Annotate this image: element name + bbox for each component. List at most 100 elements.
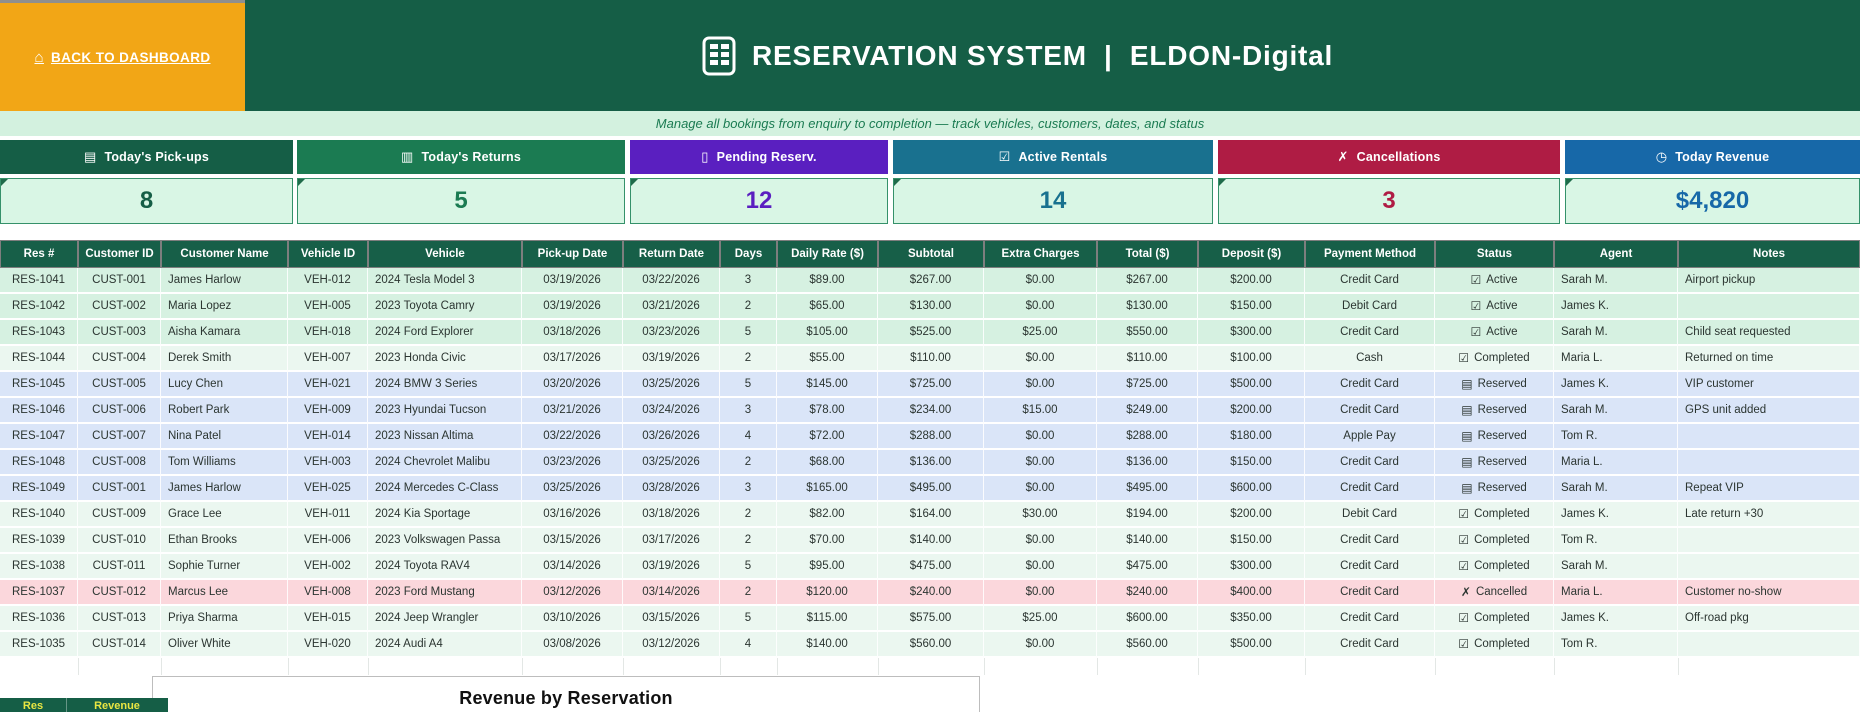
status-cell[interactable]: ☑ Active <box>1435 294 1554 320</box>
table-cell[interactable]: Credit Card <box>1305 268 1435 294</box>
table-cell[interactable]: Credit Card <box>1305 554 1435 580</box>
table-cell[interactable]: 2024 Ford Explorer <box>368 320 522 346</box>
table-cell[interactable]: 2 <box>720 528 777 554</box>
table-cell[interactable]: 2024 Jeep Wrangler <box>368 606 522 632</box>
table-cell[interactable]: CUST-008 <box>78 450 161 476</box>
table-cell[interactable]: VEH-007 <box>288 346 368 372</box>
status-cell[interactable]: ▤ Reserved <box>1435 372 1554 398</box>
table-cell[interactable]: RES-1041 <box>0 268 78 294</box>
column-header-pick-up-date[interactable]: Pick-up Date <box>522 240 623 268</box>
table-cell[interactable]: Priya Sharma <box>161 606 288 632</box>
table-cell[interactable]: Sarah M. <box>1554 268 1678 294</box>
table-cell[interactable]: $200.00 <box>1198 502 1305 528</box>
table-cell[interactable]: 03/16/2026 <box>522 502 623 528</box>
kpi-value-today-s-pick-ups[interactable]: 8 <box>0 178 293 224</box>
chart-source-revenue-cell[interactable]: Revenue <box>94 700 140 712</box>
table-cell[interactable]: $145.00 <box>777 372 878 398</box>
table-cell[interactable]: VEH-005 <box>288 294 368 320</box>
table-cell[interactable]: VEH-011 <box>288 502 368 528</box>
table-cell[interactable]: Derek Smith <box>161 346 288 372</box>
status-cell[interactable]: ☑ Completed <box>1435 528 1554 554</box>
table-cell[interactable]: $0.00 <box>984 528 1097 554</box>
table-cell[interactable]: 2 <box>720 450 777 476</box>
table-cell[interactable] <box>1678 528 1860 554</box>
table-cell[interactable]: CUST-012 <box>78 580 161 606</box>
table-cell[interactable]: VEH-021 <box>288 372 368 398</box>
column-header-notes[interactable]: Notes <box>1678 240 1860 268</box>
table-cell[interactable]: Credit Card <box>1305 606 1435 632</box>
table-cell[interactable]: VEH-020 <box>288 632 368 658</box>
table-cell[interactable]: 03/12/2026 <box>623 632 720 658</box>
table-cell[interactable]: CUST-007 <box>78 424 161 450</box>
table-cell[interactable]: 2024 Kia Sportage <box>368 502 522 528</box>
status-cell[interactable]: ☑ Completed <box>1435 632 1554 658</box>
table-cell[interactable]: Lucy Chen <box>161 372 288 398</box>
table-cell[interactable]: RES-1036 <box>0 606 78 632</box>
table-cell[interactable]: $110.00 <box>1097 346 1198 372</box>
table-cell[interactable]: $200.00 <box>1198 268 1305 294</box>
table-cell[interactable]: RES-1049 <box>0 476 78 502</box>
table-cell[interactable]: VEH-014 <box>288 424 368 450</box>
table-cell[interactable]: Tom R. <box>1554 632 1678 658</box>
table-cell[interactable]: $150.00 <box>1198 528 1305 554</box>
table-cell[interactable]: Tom Williams <box>161 450 288 476</box>
table-cell[interactable]: Off-road pkg <box>1678 606 1860 632</box>
table-cell[interactable]: $25.00 <box>984 320 1097 346</box>
table-cell[interactable]: 5 <box>720 554 777 580</box>
table-cell[interactable]: Maria L. <box>1554 346 1678 372</box>
table-cell[interactable]: 03/18/2026 <box>623 502 720 528</box>
table-cell[interactable]: 03/14/2026 <box>623 580 720 606</box>
table-cell[interactable]: Oliver White <box>161 632 288 658</box>
status-cell[interactable]: ▤ Reserved <box>1435 476 1554 502</box>
table-cell[interactable]: 2023 Honda Civic <box>368 346 522 372</box>
table-cell[interactable]: 2 <box>720 580 777 606</box>
table-cell[interactable]: $475.00 <box>1097 554 1198 580</box>
kpi-value-active-rentals[interactable]: 14 <box>893 178 1213 224</box>
table-cell[interactable]: $0.00 <box>984 476 1097 502</box>
table-cell[interactable]: 03/20/2026 <box>522 372 623 398</box>
kpi-value-today-s-returns[interactable]: 5 <box>297 178 625 224</box>
table-cell[interactable]: $78.00 <box>777 398 878 424</box>
table-cell[interactable]: 03/19/2026 <box>623 346 720 372</box>
table-cell[interactable]: $575.00 <box>878 606 984 632</box>
status-cell[interactable]: ☑ Completed <box>1435 554 1554 580</box>
table-cell[interactable]: 2024 Audi A4 <box>368 632 522 658</box>
kpi-header-today-s-pick-ups[interactable]: ▤ Today's Pick-ups <box>0 140 293 174</box>
table-cell[interactable]: Aisha Kamara <box>161 320 288 346</box>
table-cell[interactable]: 03/19/2026 <box>522 268 623 294</box>
table-cell[interactable]: Sarah M. <box>1554 476 1678 502</box>
table-cell[interactable]: 2024 Tesla Model 3 <box>368 268 522 294</box>
table-cell[interactable] <box>1678 424 1860 450</box>
table-cell[interactable]: 2023 Nissan Altima <box>368 424 522 450</box>
table-cell[interactable]: CUST-004 <box>78 346 161 372</box>
table-cell[interactable]: $0.00 <box>984 268 1097 294</box>
table-cell[interactable]: $560.00 <box>1097 632 1198 658</box>
table-cell[interactable]: $0.00 <box>984 346 1097 372</box>
column-header-daily-rate[interactable]: Daily Rate ($) <box>777 240 878 268</box>
table-cell[interactable]: RES-1045 <box>0 372 78 398</box>
table-cell[interactable]: 03/22/2026 <box>623 268 720 294</box>
table-cell[interactable]: RES-1042 <box>0 294 78 320</box>
table-cell[interactable]: 03/15/2026 <box>623 606 720 632</box>
table-cell[interactable]: 03/19/2026 <box>522 294 623 320</box>
table-cell[interactable] <box>1678 632 1860 658</box>
table-cell[interactable]: 03/22/2026 <box>522 424 623 450</box>
kpi-value-today-revenue[interactable]: $4,820 <box>1565 178 1860 224</box>
table-cell[interactable]: Apple Pay <box>1305 424 1435 450</box>
table-cell[interactable]: RES-1046 <box>0 398 78 424</box>
table-cell[interactable]: Sarah M. <box>1554 320 1678 346</box>
table-cell[interactable]: $288.00 <box>878 424 984 450</box>
table-cell[interactable]: Tom R. <box>1554 528 1678 554</box>
table-cell[interactable]: $82.00 <box>777 502 878 528</box>
table-cell[interactable]: VEH-009 <box>288 398 368 424</box>
column-header-customer-name[interactable]: Customer Name <box>161 240 288 268</box>
table-cell[interactable]: $234.00 <box>878 398 984 424</box>
table-cell[interactable]: Customer no-show <box>1678 580 1860 606</box>
table-cell[interactable]: Credit Card <box>1305 632 1435 658</box>
table-cell[interactable]: Repeat VIP <box>1678 476 1860 502</box>
column-header-vehicle[interactable]: Vehicle <box>368 240 522 268</box>
table-cell[interactable]: 5 <box>720 320 777 346</box>
table-cell[interactable]: CUST-009 <box>78 502 161 528</box>
table-cell[interactable]: 2024 BMW 3 Series <box>368 372 522 398</box>
table-cell[interactable]: 03/14/2026 <box>522 554 623 580</box>
